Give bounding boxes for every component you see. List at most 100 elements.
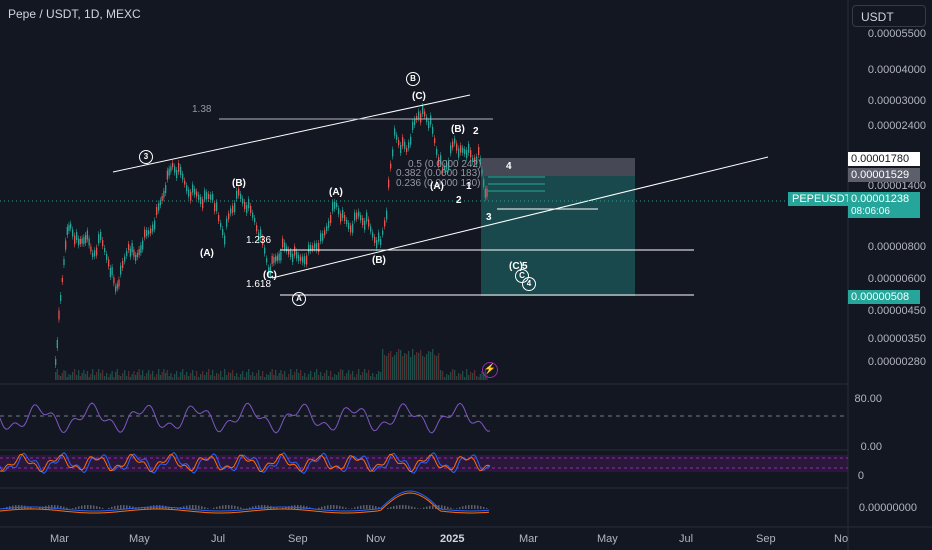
candle — [126, 251, 128, 256]
macd-hist-bar — [333, 505, 335, 509]
volume-bar — [56, 369, 58, 380]
volume-bar — [186, 372, 188, 380]
candle — [372, 232, 374, 238]
candle — [218, 215, 220, 221]
candle — [65, 240, 67, 250]
candle — [268, 267, 270, 275]
candle — [192, 184, 194, 193]
volume-bar — [436, 356, 438, 380]
volume-bar — [190, 373, 192, 380]
volume-bar — [328, 376, 330, 380]
macd-hist-bar — [387, 507, 389, 509]
candle — [322, 233, 324, 241]
candle — [210, 194, 212, 200]
fib-label: 0.5 (0.0000 242) — [408, 159, 482, 170]
volume-bar — [79, 376, 82, 380]
candle — [422, 106, 424, 114]
candle — [124, 256, 126, 262]
macd-hist-bar — [192, 505, 194, 509]
candle — [202, 199, 204, 209]
time-tick: No — [834, 533, 849, 545]
macd-hist-bar — [201, 506, 203, 509]
volume-bar — [440, 370, 442, 380]
volume-bar — [273, 375, 275, 380]
wave-label: (C) — [263, 270, 277, 281]
candle — [290, 251, 292, 257]
volume-bar — [144, 376, 146, 380]
candle — [70, 223, 72, 229]
volume-bar — [344, 376, 346, 380]
volume-bar — [115, 372, 117, 380]
candle — [226, 218, 228, 227]
macd-hist-bar — [357, 506, 359, 509]
volume-bar — [236, 373, 238, 380]
candle — [310, 245, 312, 251]
macd-hist-bar — [429, 505, 431, 509]
candle — [180, 167, 182, 175]
candle — [282, 238, 284, 248]
candle — [330, 215, 332, 223]
macd-hist-bar — [423, 507, 425, 509]
time-tick: May — [129, 533, 150, 545]
volume-bar — [234, 376, 236, 380]
volume-bar — [306, 377, 308, 380]
volume-bar — [388, 353, 390, 380]
volume-bar — [226, 375, 228, 380]
volume-bar — [428, 351, 430, 380]
volume-bar — [278, 373, 280, 380]
volume-bar — [483, 372, 485, 380]
macd-hist-bar — [87, 505, 89, 509]
candle — [394, 128, 396, 136]
macd-hist-bar — [450, 507, 452, 509]
volume-bar — [408, 351, 410, 380]
stoch-k-line — [0, 451, 491, 475]
currency-button[interactable]: USDT — [852, 5, 926, 27]
candle — [66, 227, 68, 235]
price-box-mid: 0.00001529 — [848, 168, 920, 182]
volume-bar — [430, 352, 432, 380]
macd-hist-bar — [171, 507, 173, 509]
volume-bar — [55, 372, 57, 380]
volume-bar — [310, 371, 312, 380]
wave-label: (C) — [509, 261, 523, 272]
macd-hist-bar — [240, 507, 242, 509]
volume-bar — [468, 375, 470, 380]
price-tick: 0.00002400 — [867, 120, 926, 132]
candle — [318, 243, 320, 252]
wave-label-3: 3 — [139, 150, 153, 164]
volume-bar — [165, 373, 167, 380]
macd-hist-bar — [300, 505, 302, 509]
candle — [246, 205, 248, 213]
candle — [161, 196, 163, 201]
candle — [486, 188, 488, 197]
symbol-title[interactable]: Pepe / USDT, 1D, MEXC — [8, 7, 141, 21]
macd-hist-bar — [372, 505, 374, 509]
volume-bar — [228, 372, 230, 380]
price-tick: 0.00000350 — [867, 333, 926, 345]
candle — [166, 170, 169, 180]
candle — [109, 268, 112, 277]
candle — [244, 202, 246, 209]
candle — [76, 232, 78, 240]
macd-hist-bar — [93, 505, 95, 509]
wave-label: 5 — [522, 261, 528, 272]
candle — [428, 121, 430, 129]
candle — [118, 279, 120, 287]
volume-bar — [290, 369, 292, 380]
lightning-icon[interactable]: ⚡ — [482, 362, 498, 378]
volume-bar — [324, 373, 326, 380]
candle — [348, 223, 350, 229]
fib-label: 1.618 — [246, 279, 272, 290]
volume-bar — [135, 375, 137, 380]
macd-hist-bar — [399, 505, 401, 509]
volume-bar — [456, 376, 458, 380]
macd-hist-bar — [183, 506, 185, 509]
candle — [271, 256, 273, 264]
candle — [204, 190, 206, 200]
macd-hist-bar — [414, 507, 416, 509]
volume-bar — [404, 353, 406, 380]
macd-hist-bar — [246, 508, 248, 509]
macd-hist-bar — [471, 505, 473, 509]
candle — [398, 140, 400, 146]
